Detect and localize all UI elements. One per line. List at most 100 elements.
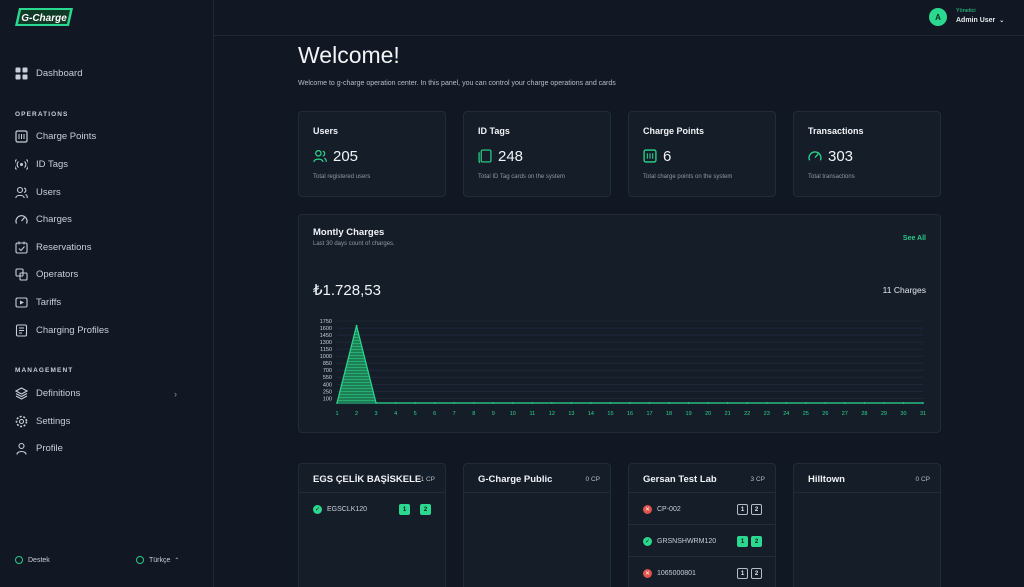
sidebar-item-definitions[interactable]: Definitions (15, 383, 80, 403)
x-tick-label: 31 (920, 411, 926, 417)
stat-title: Charge Points (643, 126, 705, 136)
chevron-right-icon[interactable]: › (174, 389, 177, 399)
x-tick-label: 1 (335, 411, 338, 417)
sidebar-item-label: Operators (36, 268, 79, 280)
sidebar-item-reservations[interactable]: Reservations (15, 237, 91, 257)
station-name[interactable]: G-Charge Public (478, 474, 553, 485)
chevron-down-icon: ⌄ (999, 18, 1005, 24)
data-point (843, 402, 846, 404)
connector-badge[interactable]: 2 (751, 568, 762, 579)
gauge-icon (808, 151, 822, 161)
station-cp-count: 0 CP (915, 476, 930, 483)
connector-badge[interactable]: 1 (737, 568, 748, 579)
avatar[interactable]: A (929, 8, 947, 26)
charge-point-icon (15, 129, 28, 143)
stat-card-transactions: Transactions 303 Total transactions (793, 111, 941, 197)
charge-point-row[interactable]: ✕ CP-002 (643, 501, 681, 517)
station-cp-count: 3 CP (750, 476, 765, 483)
y-tick-label: 400 (323, 382, 332, 388)
stat-value: 248 (498, 148, 524, 165)
charge-point-id: 1065000801 (657, 569, 696, 577)
charge-point-row[interactable]: ✓ EGSCLK120 (313, 501, 367, 517)
charge-point-icon (643, 149, 657, 163)
x-tick-label: 17 (646, 411, 652, 417)
station-card: Gersan Test Lab 3 CP ✕ CP-002 1 2 ✓ GRSN… (628, 463, 776, 587)
connector-badge[interactable]: 2 (751, 536, 762, 547)
station-name[interactable]: Gersan Test Lab (643, 474, 717, 485)
gear-icon (15, 415, 28, 428)
support-icon (15, 556, 23, 564)
x-tick-label: 15 (607, 411, 613, 417)
x-tick-label: 6 (433, 411, 436, 417)
x-tick-label: 28 (861, 411, 867, 417)
data-point (922, 402, 924, 404)
connector-badge[interactable]: 1 (737, 504, 748, 515)
connector-badge[interactable]: 2 (751, 504, 762, 515)
data-point (902, 402, 905, 404)
x-tick-label: 7 (453, 411, 456, 417)
calendar-check-icon (15, 241, 28, 254)
sidebar-item-id-tags[interactable]: ID Tags (15, 154, 68, 174)
stat-card-charge-points: Charge Points 6 Total charge points on t… (628, 111, 776, 197)
data-point (765, 402, 768, 404)
support-link[interactable]: Destek (15, 556, 50, 564)
x-tick-label: 25 (803, 411, 809, 417)
data-point (726, 402, 729, 404)
sidebar-item-label: Tariffs (36, 296, 62, 308)
page-subtitle: Welcome to g-charge operation center. In… (298, 80, 616, 87)
sidebar-item-label: Users (36, 186, 61, 198)
data-point (550, 402, 553, 404)
logo-text: G-Charge (21, 13, 67, 24)
x-tick-label: 20 (705, 411, 711, 417)
station-name[interactable]: EGS ÇELİK BAŞİSKELE (313, 474, 422, 485)
connectors: 1 2 (737, 568, 762, 579)
x-tick-label: 11 (529, 411, 535, 417)
sidebar-item-dashboard[interactable]: Dashboard (15, 63, 82, 83)
g-charge-logo[interactable]: G-Charge (15, 7, 73, 27)
data-point (863, 402, 866, 404)
sidebar-item-operators[interactable]: Operators (15, 264, 78, 284)
check-icon: ✓ (643, 536, 652, 546)
sidebar-item-label: Dashboard (36, 67, 83, 79)
x-tick-label: 21 (725, 411, 731, 417)
sidebar-item-charging-profiles[interactable]: Charging Profiles (15, 320, 109, 340)
user-menu[interactable]: Admin User ⌄ (956, 17, 1004, 24)
station-name[interactable]: Hilltown (808, 474, 845, 485)
data-point (746, 402, 749, 404)
top-bar (214, 0, 1024, 36)
data-point (804, 402, 807, 404)
sidebar-item-label: Settings (36, 415, 71, 427)
sidebar-item-tariffs[interactable]: Tariffs (15, 292, 61, 312)
connector-badge[interactable]: 1 (737, 536, 748, 547)
connector-badge[interactable]: 2 (420, 504, 431, 515)
user-name: Admin User (956, 17, 996, 24)
monthly-charges-card: Montly Charges Last 30 days count of cha… (298, 214, 941, 433)
divider (464, 492, 610, 493)
see-all-link[interactable]: See All (902, 235, 926, 242)
data-point (453, 402, 456, 404)
operations-section-label: OPERATIONS (15, 111, 69, 118)
x-tick-label: 12 (549, 411, 555, 417)
chevron-up-icon: ⌃ (174, 557, 180, 564)
language-selector[interactable]: Türkçe ⌃ (136, 556, 179, 564)
stat-value: 303 (828, 148, 854, 165)
data-point (414, 402, 417, 404)
operators-icon (15, 267, 28, 281)
sidebar-item-settings[interactable]: Settings (15, 411, 70, 431)
sidebar-item-users[interactable]: Users (15, 182, 61, 202)
y-tick-label: 850 (323, 361, 332, 367)
x-tick-label: 2 (355, 411, 358, 417)
stat-title: Users (313, 126, 339, 136)
y-tick-label: 1450 (320, 333, 332, 339)
charge-point-row[interactable]: ✓ GRSNSHWRM120 (643, 533, 716, 549)
x-tick-label: 27 (842, 411, 848, 417)
sidebar-item-profile[interactable]: Profile (15, 438, 63, 458)
connector-badge[interactable]: 1 (399, 504, 410, 515)
x-tick-label: 14 (588, 411, 594, 417)
sidebar-item-charges[interactable]: Charges (15, 209, 72, 229)
x-tick-label: 3 (375, 411, 378, 417)
sidebar-item-charge-points[interactable]: Charge Points (15, 126, 96, 146)
stat-card-id-tags: ID Tags 248 Total ID Tag cards on the sy… (463, 111, 611, 197)
charge-point-row[interactable]: ✕ 1065000801 (643, 565, 696, 581)
y-tick-label: 700 (323, 368, 332, 374)
